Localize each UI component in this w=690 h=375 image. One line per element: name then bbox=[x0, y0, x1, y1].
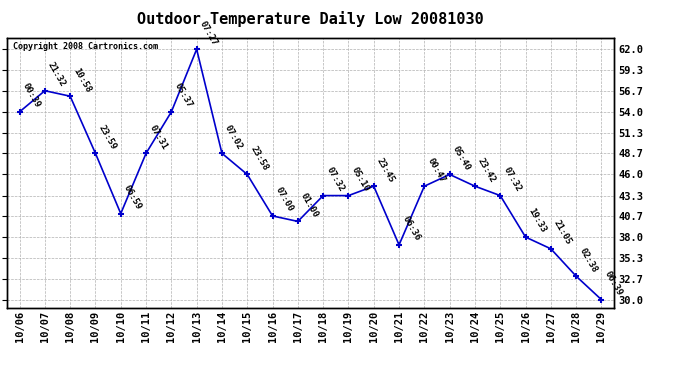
Text: 23:59: 23:59 bbox=[97, 123, 118, 151]
Text: 23:58: 23:58 bbox=[248, 144, 270, 172]
Text: 07:02: 07:02 bbox=[224, 123, 244, 151]
Text: 19:33: 19:33 bbox=[527, 207, 548, 235]
Text: 10:58: 10:58 bbox=[72, 66, 92, 94]
Text: 00:47: 00:47 bbox=[426, 156, 447, 184]
Text: 06:36: 06:36 bbox=[400, 215, 422, 243]
Text: 01:00: 01:00 bbox=[299, 191, 320, 219]
Text: 23:45: 23:45 bbox=[375, 156, 396, 184]
Text: 07:32: 07:32 bbox=[324, 165, 346, 193]
Text: 00:39: 00:39 bbox=[21, 82, 42, 110]
Text: 07:00: 07:00 bbox=[274, 186, 295, 214]
Text: 06:39: 06:39 bbox=[603, 270, 624, 297]
Text: 05:10: 05:10 bbox=[350, 165, 371, 193]
Text: 07:27: 07:27 bbox=[198, 19, 219, 47]
Text: 05:40: 05:40 bbox=[451, 144, 472, 172]
Text: 07:31: 07:31 bbox=[148, 123, 168, 151]
Text: 05:37: 05:37 bbox=[172, 82, 194, 110]
Text: 21:32: 21:32 bbox=[46, 61, 68, 88]
Text: Outdoor Temperature Daily Low 20081030: Outdoor Temperature Daily Low 20081030 bbox=[137, 11, 484, 27]
Text: 06:59: 06:59 bbox=[122, 183, 144, 211]
Text: 02:38: 02:38 bbox=[578, 246, 599, 274]
Text: 23:42: 23:42 bbox=[476, 156, 497, 184]
Text: 21:05: 21:05 bbox=[552, 219, 573, 246]
Text: 07:32: 07:32 bbox=[502, 165, 523, 193]
Text: Copyright 2008 Cartronics.com: Copyright 2008 Cartronics.com bbox=[13, 42, 158, 51]
